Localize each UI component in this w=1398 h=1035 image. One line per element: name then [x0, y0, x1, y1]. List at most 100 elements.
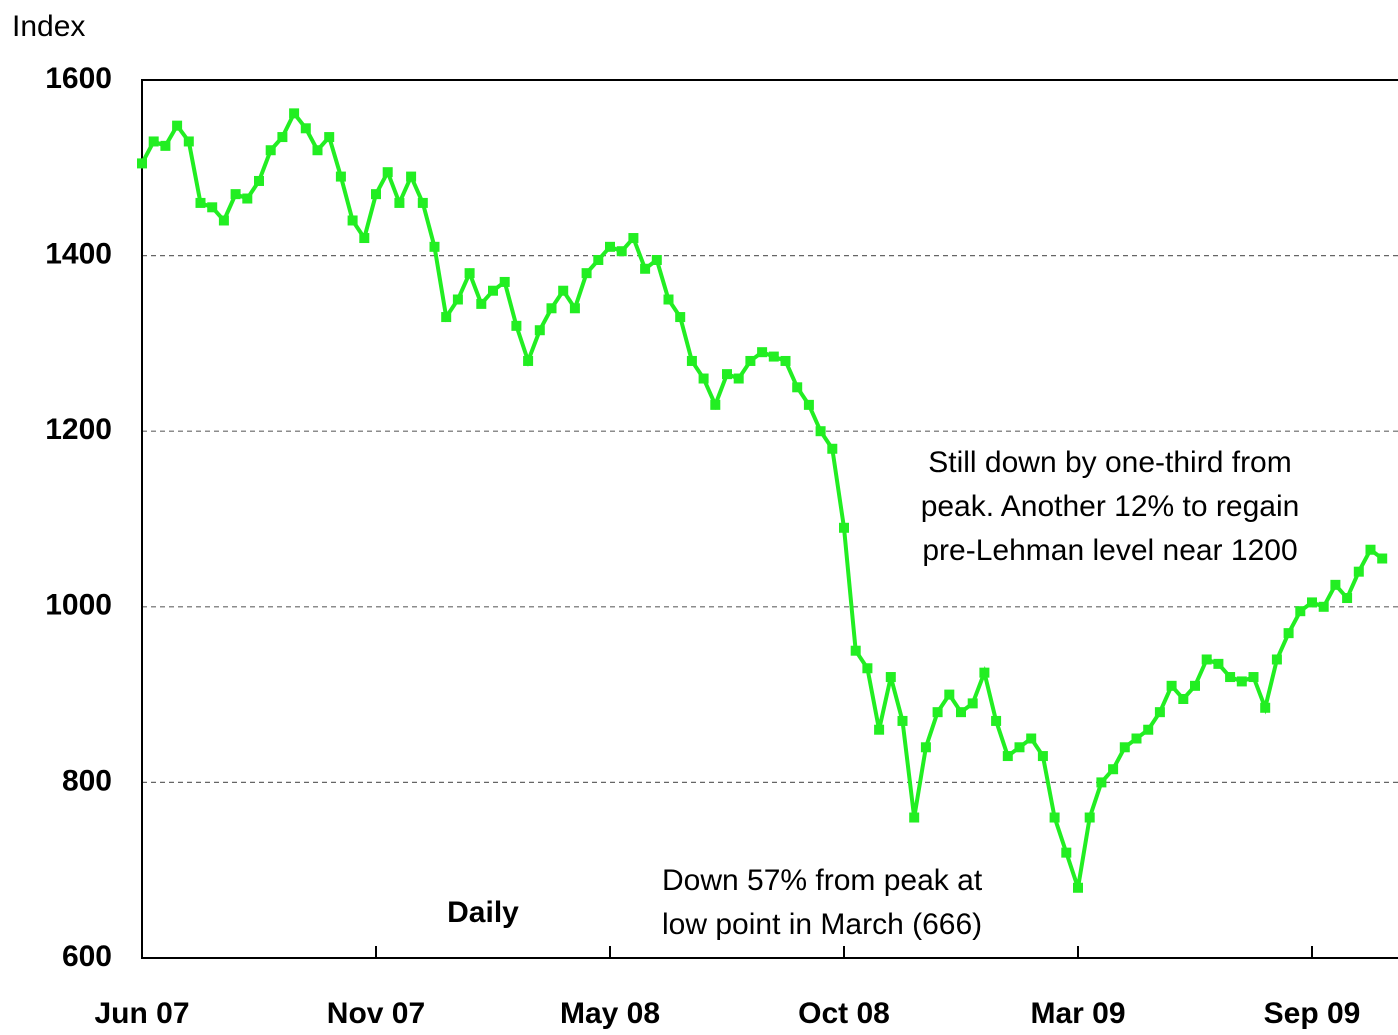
point-marker: [827, 443, 838, 454]
x-tick-label: May 08: [560, 997, 660, 1030]
x-tick-label: Nov 07: [327, 997, 425, 1030]
point-marker: [1260, 702, 1271, 713]
point-marker: [382, 167, 393, 178]
point-marker: [254, 175, 264, 186]
y-tick-label: 1400: [45, 238, 112, 271]
point-marker: [335, 171, 346, 182]
point-marker: [792, 382, 803, 393]
point-marker: [640, 263, 651, 274]
point-marker: [172, 120, 183, 131]
point-marker: [932, 707, 943, 718]
point-marker: [1026, 733, 1037, 744]
point-marker: [710, 399, 721, 410]
point-marker: [663, 294, 674, 305]
point-marker: [394, 197, 405, 208]
point-marker: [148, 136, 159, 147]
point-marker: [1154, 707, 1165, 718]
point-marker: [616, 246, 627, 257]
point-marker: [1201, 654, 1212, 665]
point-marker: [499, 276, 510, 287]
point-marker: [289, 108, 300, 119]
point-marker: [698, 373, 709, 384]
point-marker: [1318, 601, 1329, 612]
point-marker: [1073, 882, 1083, 893]
point-marker: [757, 347, 768, 358]
point-marker: [1037, 751, 1048, 762]
point-marker: [1213, 658, 1224, 669]
annotation: peak. Another 12% to regain: [921, 490, 1300, 523]
point-marker: [207, 202, 218, 213]
point-marker: [546, 303, 557, 314]
point-marker: [920, 742, 931, 753]
y-tick-label: 1600: [45, 62, 112, 95]
point-marker: [1108, 764, 1119, 775]
annotation: Down 57% from peak at: [662, 864, 983, 897]
point-marker: [897, 715, 908, 726]
point-marker: [1342, 593, 1353, 604]
point-marker: [1283, 628, 1294, 639]
point-marker: [1307, 597, 1317, 608]
point-marker: [558, 285, 569, 296]
plot-frame: [141, 79, 1398, 959]
point-marker: [1236, 676, 1247, 687]
point-marker: [581, 268, 592, 279]
point-marker: [1014, 742, 1025, 753]
point-marker: [1225, 672, 1236, 683]
point-marker: [265, 145, 276, 156]
y-tick-label: 1000: [45, 589, 112, 622]
point-marker: [1166, 680, 1177, 691]
point-marker: [1248, 672, 1259, 683]
point-marker: [956, 707, 966, 718]
annotation: Daily: [447, 896, 519, 929]
y-tick-label: 600: [62, 940, 112, 973]
point-marker: [242, 193, 253, 204]
x-tick-label: Sep 09: [1264, 997, 1361, 1030]
point-marker: [1084, 812, 1095, 823]
y-axis-label: Index: [12, 10, 85, 43]
y-tick-label: 1200: [45, 413, 112, 446]
point-marker: [218, 215, 229, 226]
point-marker: [850, 645, 861, 656]
point-marker: [768, 351, 779, 362]
point-marker: [523, 355, 534, 366]
point-marker: [1131, 733, 1142, 744]
point-marker: [417, 197, 428, 208]
x-tick-label: Oct 08: [798, 997, 890, 1030]
point-marker: [651, 254, 662, 265]
annotation: low point in March (666): [662, 908, 982, 941]
point-marker: [874, 724, 885, 735]
point-marker: [605, 241, 615, 252]
point-marker: [476, 298, 487, 309]
point-marker: [312, 145, 323, 156]
y-tick-label: 800: [62, 764, 112, 797]
point-marker: [909, 812, 920, 823]
x-tick-label: Mar 09: [1030, 997, 1125, 1030]
point-marker: [722, 369, 732, 380]
point-marker: [1178, 693, 1189, 704]
point-marker: [183, 136, 194, 147]
point-marker: [195, 197, 206, 208]
point-marker: [991, 715, 1002, 726]
point-marker: [371, 189, 381, 200]
point-marker: [780, 355, 791, 366]
point-marker: [1377, 553, 1388, 564]
point-marker: [1295, 606, 1306, 617]
point-marker: [815, 426, 826, 437]
point-marker: [488, 285, 498, 296]
x-tick-label: Jun 07: [94, 997, 189, 1030]
point-marker: [979, 667, 990, 678]
point-marker: [593, 254, 604, 265]
point-marker: [885, 672, 896, 683]
point-marker: [452, 294, 463, 305]
point-marker: [429, 241, 440, 252]
point-marker: [277, 132, 288, 143]
point-marker: [511, 320, 522, 331]
point-marker: [839, 522, 849, 533]
point-marker: [359, 233, 370, 244]
point-marker: [733, 373, 744, 384]
point-marker: [534, 325, 545, 336]
point-marker: [347, 215, 358, 226]
point-marker: [1143, 724, 1154, 735]
point-marker: [1002, 751, 1013, 762]
point-marker: [300, 123, 311, 134]
